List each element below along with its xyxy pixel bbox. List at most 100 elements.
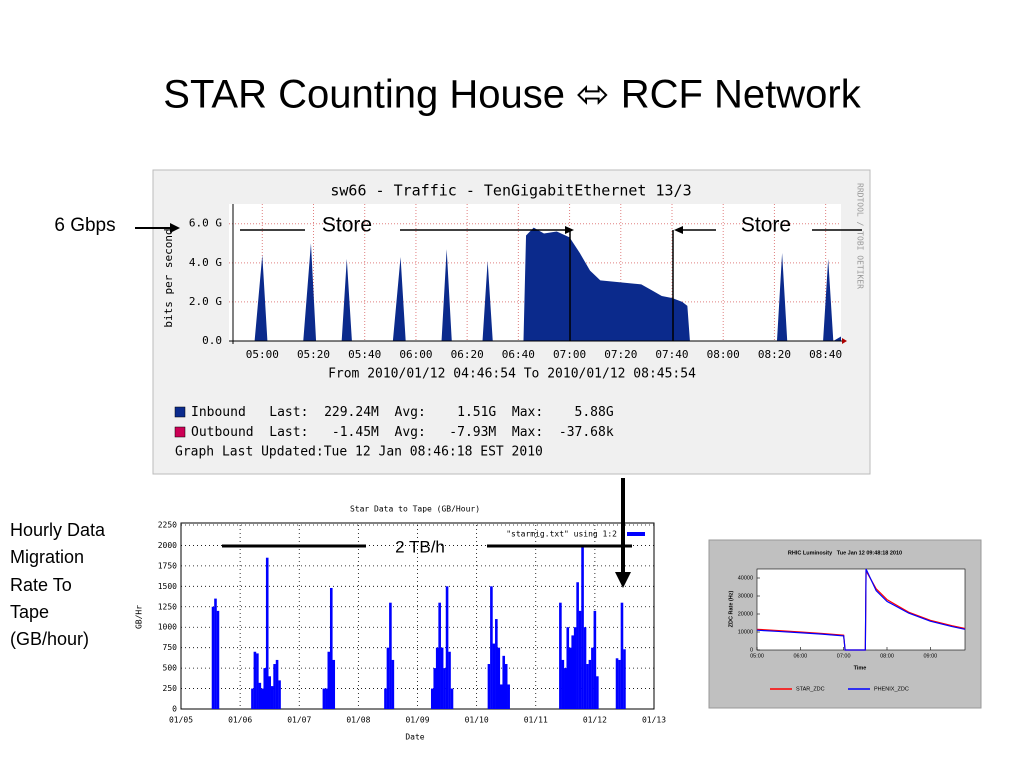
bar (615, 658, 619, 709)
x-tick-label: 01/11 (524, 716, 548, 725)
bar (216, 610, 220, 709)
line (756, 568, 966, 651)
legend-swatch (174, 406, 186, 418)
bar (430, 688, 434, 709)
annotation: Rate To (10, 575, 72, 595)
y-axis-label: ZDC Rate (Hz) (728, 591, 734, 628)
bar (620, 602, 624, 709)
bar (332, 659, 336, 709)
bar (571, 635, 575, 709)
bar (329, 587, 333, 709)
slide-title: STAR Counting House ⬄ RCF Network (163, 73, 861, 117)
bar (253, 651, 257, 709)
x-tick-label: 05:40 (348, 348, 381, 361)
area (229, 227, 841, 341)
bar (384, 688, 387, 709)
x-tick-label: 01/09 (405, 716, 429, 725)
x-tick-label: 06:00 (399, 348, 432, 361)
legend-name: Outbound (191, 425, 254, 440)
y-tick-label: 4.0 G (189, 256, 222, 269)
y-tick-label: 1000 (158, 623, 177, 632)
x-tick-label: 01/13 (642, 716, 666, 725)
legend-entry: PHENIX_ZDC (874, 686, 909, 692)
plot-area (756, 568, 966, 651)
y-tick-label: 750 (163, 643, 178, 652)
annotation: 6 Gbps (54, 215, 115, 236)
bar (450, 688, 454, 709)
chart-title: Star Data to Tape (GB/Hour) (350, 505, 480, 514)
bar (433, 668, 437, 709)
legend-entry: Outbound Last: -1.45M Avg: -7.93M Max: -… (191, 425, 614, 440)
bar (507, 684, 510, 709)
x-tick-label: 01/10 (465, 716, 489, 725)
y-tick-label: 2.0 G (189, 295, 222, 308)
bar (497, 647, 501, 709)
bar (487, 664, 491, 709)
bar (591, 647, 594, 709)
y-tick-label: 40000 (738, 575, 753, 581)
x-tick-label: 05:20 (297, 348, 330, 361)
bar (623, 649, 626, 709)
bar (322, 688, 326, 709)
x-tick-label: 06:40 (502, 348, 535, 361)
x-tick-label: 07:00 (553, 348, 586, 361)
bar (389, 602, 392, 709)
annotation: Migration (10, 547, 84, 567)
charts: 0.0 2.0 G 4.0 G 6.0 G 05:00 05:20 05:40 06:00 06… (135, 182, 966, 742)
bar (564, 668, 567, 709)
y-tick-label: 30000 (738, 593, 753, 599)
x-tick-label: 05:00 (750, 653, 764, 659)
y-tick-label: 2250 (158, 521, 177, 530)
legend-stats: Last: -1.45M Avg: -7.93M Max: -37.68k (254, 425, 614, 440)
y-tick-label: 0 (750, 647, 753, 653)
chart: 0 10000 20000 30000 40000 05:00 06:00 07:00 08:0… (728, 550, 966, 692)
annotation: Tape (10, 602, 49, 622)
y-tick-label: 1250 (158, 602, 177, 611)
bar (386, 647, 390, 709)
bar (325, 688, 328, 709)
bar (448, 651, 451, 709)
bar (278, 680, 281, 709)
bar (492, 643, 496, 709)
bar (499, 684, 503, 709)
legend-name: Inbound (191, 405, 246, 420)
x-tick-label: 01/07 (287, 716, 311, 725)
bar (573, 627, 577, 709)
arrowhead (170, 223, 180, 233)
bar (438, 602, 441, 709)
bar (265, 557, 269, 709)
x-tick-label: 07:20 (604, 348, 637, 361)
y-tick-label: 6.0 G (189, 217, 222, 230)
x-tick-label: 08:00 (880, 653, 894, 659)
axis-arrow (842, 338, 847, 344)
bar (391, 659, 395, 709)
bar (586, 664, 589, 709)
bar (251, 688, 254, 709)
bar (268, 676, 271, 709)
x-tick-label: 05:00 (246, 348, 279, 361)
bar (504, 664, 508, 709)
bar (327, 651, 331, 709)
y-tick-label: 250 (163, 684, 178, 693)
bar (214, 598, 217, 709)
x-tick-label: 01/05 (169, 716, 193, 725)
watermark: RRDTOOL / TOBI OETIKER (856, 183, 865, 289)
bar (260, 688, 264, 709)
subtitle: From 2010/01/12 04:46:54 To 2010/01/12 0… (328, 367, 696, 382)
annotation: 2 TB/h (395, 537, 445, 556)
bar (578, 610, 582, 709)
arrowhead (674, 226, 683, 234)
x-tick-label: 06:00 (793, 653, 807, 659)
y-tick-label: 0.0 (202, 334, 222, 347)
bar (440, 647, 444, 709)
annotation: Store (741, 214, 791, 237)
x-tick-label: 06:20 (451, 348, 484, 361)
side-note: Hourly Data Migration Rate To Tape (GB/h… (10, 520, 106, 649)
y-tick-label: 1500 (158, 582, 177, 591)
bar (270, 686, 274, 709)
y-tick-label: 10000 (738, 629, 753, 635)
bar (618, 659, 621, 709)
chart: 0 250 500 750 1000 1250 1500 1750 2000 2250 01/05 0… (135, 505, 667, 742)
bar (275, 659, 279, 709)
